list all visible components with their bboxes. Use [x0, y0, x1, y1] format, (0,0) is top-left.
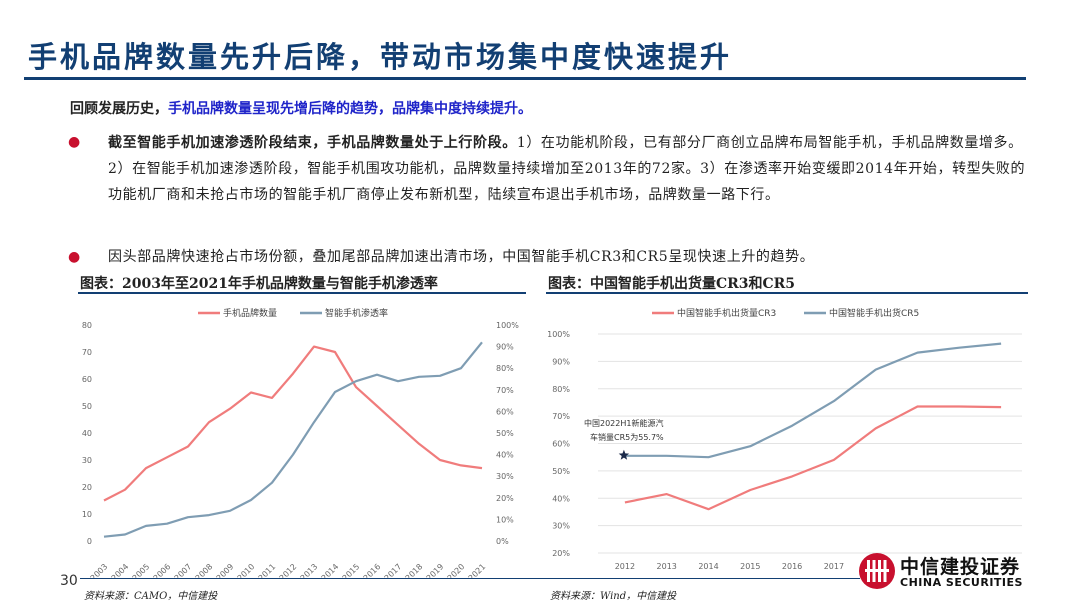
- y-tick: 20%: [552, 549, 570, 558]
- x-tick: 2013: [299, 562, 320, 578]
- logo-english-name: CHINA SECURITIES: [900, 576, 1023, 589]
- brand-count-penetration-chart: 手机品牌数量 智能手机渗透率 0 10 20 30 40 50 60 70 80 0% 10% 20% 3…: [82, 307, 519, 578]
- y-tick: 70%: [552, 412, 570, 421]
- y-right-tick: 90%: [496, 343, 514, 352]
- x-tick: 2012: [278, 562, 299, 578]
- x-tick: 2003: [89, 562, 110, 578]
- y-tick: 60%: [552, 440, 570, 449]
- y-right-tick: 30%: [496, 472, 514, 481]
- y-tick: 40%: [552, 494, 570, 503]
- y-left-tick: 30: [82, 456, 92, 465]
- y-tick: 30%: [552, 522, 570, 531]
- bullet-dot-1: ●: [68, 134, 81, 150]
- right-chart-source: 资料来源：Wind，中信建投: [550, 591, 677, 602]
- company-logo: 中信建投证券 CHINA SECURITIES: [858, 552, 1034, 596]
- series-line: [624, 342, 1002, 459]
- y-right-tick: 0%: [496, 537, 509, 546]
- y-left-tick: 70: [82, 348, 92, 357]
- y-right-tick: 10%: [496, 515, 514, 524]
- x-tick: 2008: [194, 562, 215, 578]
- legend-label: 智能手机渗透率: [325, 307, 388, 319]
- cr3-cr5-chart: 中国智能手机出货量CR3 中国智能手机出货CR5 20% 30% 40% 50% 60% 7…: [547, 307, 1022, 571]
- series-line: [624, 405, 1002, 511]
- bullet-dot-2: ●: [68, 249, 81, 265]
- footer-divider: [80, 578, 860, 579]
- highlight-star-icon: [618, 449, 630, 460]
- legend-label: 手机品牌数量: [223, 307, 277, 319]
- x-tick: 2014: [698, 562, 718, 571]
- x-tick: 2015: [341, 562, 362, 578]
- y-right-tick: 60%: [496, 407, 514, 416]
- y-left-tick: 20: [82, 483, 92, 492]
- y-left-tick: 0: [87, 537, 92, 546]
- summary-lead: 回顾发展历史，: [70, 101, 168, 117]
- x-tick: 2019: [425, 562, 446, 578]
- slide-title: 手机品牌数量先升后降，带动市场集中度快速提升: [28, 40, 733, 74]
- x-tick: 2004: [110, 562, 131, 578]
- y-right-tick: 70%: [496, 386, 514, 395]
- x-tick: 2018: [404, 562, 425, 578]
- y-right-tick: 100%: [496, 321, 519, 330]
- x-tick: 2011: [257, 562, 278, 578]
- y-tick: 50%: [552, 467, 570, 476]
- summary-line: 回顾发展历史，手机品牌数量呈现先增后降的趋势，品牌集中度持续提升。: [70, 98, 532, 118]
- x-tick: 2007: [173, 562, 194, 578]
- x-tick: 2006: [152, 562, 173, 578]
- left-caption-rule: [78, 292, 526, 294]
- x-tick: 2016: [362, 562, 383, 578]
- logo-chinese-name: 中信建投证券: [900, 556, 1021, 578]
- y-right-tick: 50%: [496, 429, 514, 438]
- right-chart-caption: 图表：中国智能手机出货量CR3和CR5: [548, 276, 796, 292]
- x-tick: 2012: [615, 562, 635, 571]
- x-tick: 2016: [782, 562, 802, 571]
- logo-mark-icon: [859, 553, 895, 589]
- x-tick: 2021: [467, 562, 488, 578]
- y-left-tick: 50: [82, 402, 92, 411]
- x-tick: 2013: [657, 562, 677, 571]
- x-tick: 2017: [383, 562, 404, 578]
- y-left-tick: 60: [82, 375, 92, 384]
- y-tick: 100%: [547, 330, 570, 339]
- x-tick: 2017: [824, 562, 844, 571]
- y-right-tick: 40%: [496, 451, 514, 460]
- y-tick: 90%: [552, 357, 570, 366]
- y-left-tick: 80: [82, 321, 92, 330]
- title-divider: [24, 77, 1026, 80]
- series-line: [103, 345, 483, 502]
- series-line: [103, 341, 483, 538]
- left-chart-source: 资料来源：CAMO，中信建投: [84, 591, 218, 602]
- legend-label: 中国智能手机出货CR5: [829, 307, 919, 319]
- x-tick: 2015: [740, 562, 760, 571]
- legend-label: 中国智能手机出货量CR3: [677, 307, 776, 319]
- y-right-tick: 80%: [496, 364, 514, 373]
- bullet-1-bold: 截至智能手机加速渗透阶段结束，手机品牌数量处于上行阶段。: [108, 135, 517, 151]
- x-tick: 2009: [215, 562, 236, 578]
- annotation-line-1: 中国2022H1新能源汽: [584, 418, 663, 428]
- annotation-line-2: 车销量CR5为55.7%: [590, 432, 664, 442]
- summary-highlight: 手机品牌数量呈现先增后降的趋势，品牌集中度持续提升。: [168, 101, 532, 117]
- y-left-tick: 10: [82, 510, 92, 519]
- x-tick: 2014: [320, 562, 341, 578]
- y-left-tick: 40: [82, 429, 92, 438]
- x-tick: 2005: [131, 562, 152, 578]
- page-number: 30: [60, 573, 78, 589]
- bullet-paragraph-1: 截至智能手机加速渗透阶段结束，手机品牌数量处于上行阶段。1）在功能机阶段，已有部…: [108, 130, 1038, 208]
- y-right-tick: 20%: [496, 494, 514, 503]
- bullet-paragraph-2: 因头部品牌快速抢占市场份额，叠加尾部品牌加速出清市场，中国智能手机CR3和CR5…: [108, 249, 815, 265]
- y-tick: 80%: [552, 385, 570, 394]
- x-tick: 2010: [236, 562, 257, 578]
- right-caption-rule: [546, 292, 1028, 294]
- left-chart-caption: 图表：2003年至2021年手机品牌数量与智能手机渗透率: [80, 276, 438, 292]
- bullet-1-text: 1）在功能机阶段，已有部分厂商创立品牌布局智能手机，手机品牌数量增多。2）在智能…: [108, 135, 1026, 203]
- x-tick: 2020: [446, 562, 467, 578]
